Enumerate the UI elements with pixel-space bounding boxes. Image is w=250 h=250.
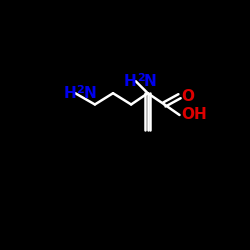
Text: OH: OH xyxy=(182,108,207,122)
Text: 2: 2 xyxy=(137,73,144,83)
Text: O: O xyxy=(182,89,194,104)
Text: 2: 2 xyxy=(76,85,84,95)
Text: H: H xyxy=(64,86,76,101)
Text: N: N xyxy=(83,86,96,101)
Text: H: H xyxy=(124,74,137,89)
Text: N: N xyxy=(144,74,156,89)
